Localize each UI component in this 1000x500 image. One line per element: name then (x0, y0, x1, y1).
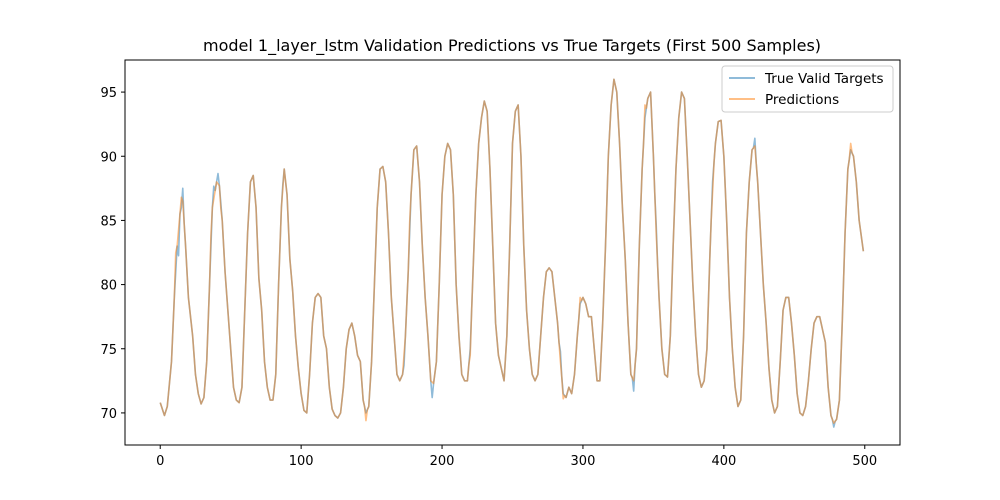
x-tick-label: 100 (289, 454, 314, 469)
y-tick-label: 75 (100, 343, 117, 358)
y-tick-label: 85 (100, 214, 117, 229)
axes-layer: 0 100 200 300 400 500 70 75 80 85 90 95 (100, 86, 877, 469)
legend-label-predictions: Predictions (765, 92, 839, 108)
plot-frame (124, 59, 901, 446)
x-tick-label: 500 (852, 454, 877, 469)
legend: True Valid Targets Predictions (721, 65, 894, 113)
chart-title: model 1_layer_lstm Validation Prediction… (203, 36, 821, 56)
series-layer (159, 78, 865, 428)
y-tick-label: 90 (100, 150, 117, 165)
x-tick-label: 300 (571, 454, 596, 469)
series-line-predictions (159, 78, 865, 424)
x-tick-label: 400 (711, 454, 736, 469)
y-tick-label: 70 (100, 407, 117, 422)
legend-label-true-valid-targets: True Valid Targets (764, 71, 884, 87)
x-tick-label: 200 (430, 454, 455, 469)
legend-frame (721, 65, 894, 113)
x-tick-label: 0 (156, 454, 164, 469)
y-tick-label: 95 (100, 86, 117, 101)
y-tick-label: 80 (100, 279, 117, 294)
